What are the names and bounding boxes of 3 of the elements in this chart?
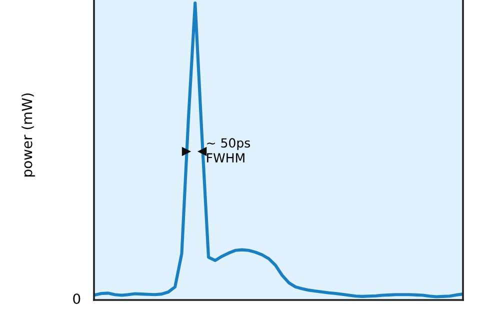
annotation: ~ 50ps FWHM	[207, 138, 250, 162]
text: 0	[73, 294, 80, 304]
y-axis-title: power (mW)	[22, 93, 35, 176]
